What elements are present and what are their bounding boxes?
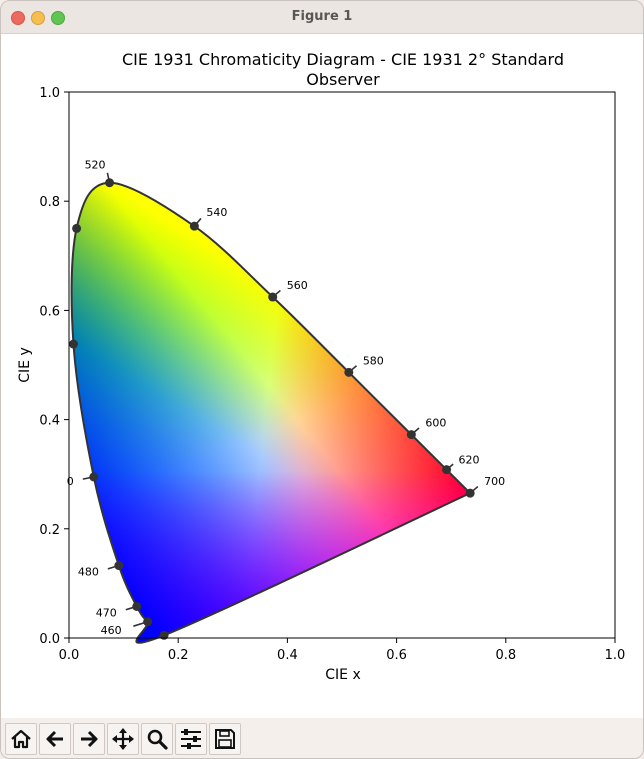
y-tick-label: 0.8 (39, 195, 60, 210)
save-icon (215, 729, 235, 749)
wavelength-label-0: 0 (67, 475, 74, 488)
configure-subplots-button[interactable] (175, 723, 207, 755)
back-button[interactable] (39, 723, 71, 755)
minimize-window-button[interactable] (31, 11, 45, 25)
y-tick-label: 0.4 (39, 414, 60, 429)
y-tick-label: 0.2 (39, 523, 60, 538)
pan-icon (112, 728, 134, 750)
y-tick-label: 1.0 (39, 86, 60, 101)
wavelength-label-460: 460 (101, 624, 122, 637)
x-tick-label: 1.0 (605, 648, 626, 663)
axis-ticks: 0.0 0.2 0.4 0.6 0.8 1.0 0.0 0.2 0.4 0.6 0.8 1.0 (39, 86, 625, 663)
wavelength-label-470: 470 (96, 606, 117, 619)
wavelength-point-560 (268, 292, 278, 302)
wavelength-point-4 (68, 339, 78, 349)
zoom-icon (147, 729, 168, 750)
y-axis-label: CIE y (17, 347, 33, 383)
axes-frame (68, 91, 616, 639)
maximize-window-button[interactable] (51, 11, 65, 25)
wavelength-label-580: 580 (363, 354, 384, 367)
back-icon (46, 730, 63, 748)
close-window-button[interactable] (11, 11, 25, 25)
wavelength-label-620: 620 (459, 454, 480, 467)
save-button[interactable] (209, 723, 241, 755)
y-tick-label: 0.6 (39, 304, 60, 319)
wavelength-point-580 (344, 367, 354, 377)
wavelength-label-540: 540 (206, 206, 227, 219)
wavelength-label-700: 700 (484, 475, 505, 488)
wavelength-point-470 (132, 601, 142, 611)
wavelength-point-600 (406, 430, 416, 440)
wavelength-point-480 (114, 561, 124, 571)
wavelength-label-480: 480 (78, 566, 99, 579)
home-button[interactable] (5, 723, 37, 755)
home-icon (11, 729, 31, 749)
pan-button[interactable] (107, 723, 139, 755)
x-tick-label: 0.6 (386, 648, 407, 663)
zoom-button[interactable] (141, 723, 173, 755)
figure-canvas[interactable]: 460 470 480 0 520 540 560 580 600 620 700 0.0 0.2 0.… (1, 34, 643, 718)
wavelength-point-700 (465, 488, 475, 498)
forward-button[interactable] (73, 723, 105, 755)
chart-title-line1: CIE 1931 Chromaticity Diagram - CIE 1931… (122, 50, 564, 69)
wavelength-point-520 (105, 178, 115, 188)
titlebar: Figure 1 (1, 1, 643, 34)
x-tick-label: 0.8 (495, 648, 516, 663)
wavelength-point-0 (89, 472, 99, 482)
wavelength-label-600: 600 (425, 417, 446, 430)
x-tick-label: 0.0 (59, 648, 80, 663)
x-tick-label: 0.4 (277, 648, 298, 663)
x-axis-label: CIE x (325, 667, 361, 683)
navigation-toolbar (1, 718, 643, 758)
wavelength-point-540 (189, 221, 199, 231)
x-tick-label: 0.2 (168, 648, 189, 663)
wavelength-markers: 460 470 480 0 520 540 560 580 600 620 700 (67, 159, 505, 640)
chart-title-line2: Observer (306, 70, 380, 89)
wavelength-point-5 (72, 223, 82, 233)
forward-icon (81, 730, 98, 748)
wavelength-point-620 (442, 465, 452, 475)
wavelength-point-460 (143, 617, 153, 627)
wavelength-label-520: 520 (85, 159, 106, 172)
wavelength-label-560: 560 (287, 279, 308, 292)
window-title: Figure 1 (291, 9, 353, 24)
y-tick-label: 0.0 (39, 632, 60, 647)
configure-subplots-icon (181, 729, 201, 749)
